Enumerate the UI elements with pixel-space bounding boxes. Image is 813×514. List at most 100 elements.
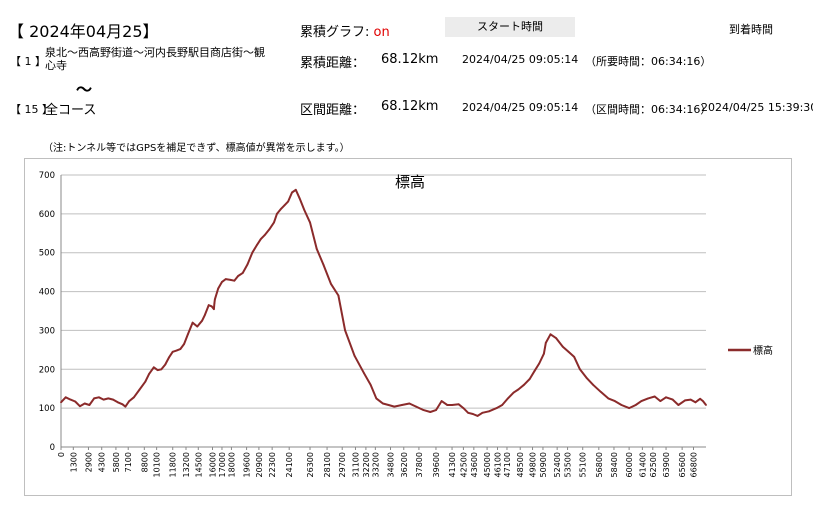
x-tick-label: 4300: [98, 452, 107, 472]
elevation-point: [156, 369, 159, 371]
elevation-point: [369, 383, 372, 386]
elevation-point: [107, 397, 110, 400]
elevation-point: [256, 244, 258, 246]
cumulative-duration: （所要時間：06:34:16）: [585, 55, 712, 68]
elevation-point: [224, 278, 227, 280]
elevation-point: [309, 221, 311, 224]
elevation-point: [83, 402, 86, 405]
x-tick-label: 19600: [243, 452, 252, 477]
segment-name-line1: 泉北～西高野街道～河内長野駅目商店街～観: [45, 46, 265, 59]
elevation-point: [702, 400, 704, 402]
x-tick-label: 11800: [169, 452, 178, 477]
elevation-point: [620, 404, 623, 406]
x-tick-label: 20900: [255, 452, 264, 477]
x-tick-label: 49800: [529, 452, 538, 477]
x-tick-label: 39600: [432, 452, 441, 477]
elevation-point: [168, 356, 170, 359]
elevation-point: [217, 287, 220, 290]
elevation-point: [64, 396, 67, 399]
elevation-point: [677, 404, 680, 406]
elevation-point: [488, 410, 490, 413]
elevation-point: [116, 401, 119, 404]
elevation-point: [517, 388, 520, 391]
elevation-point: [512, 391, 515, 394]
section-distance-value: 68.12km: [381, 99, 439, 114]
elevation-point: [259, 238, 262, 240]
elevation-point: [121, 403, 124, 406]
elevation-point: [196, 325, 199, 328]
elevation-point: [124, 405, 127, 408]
x-tick-label: 52400: [553, 452, 562, 477]
graph-toggle-state[interactable]: on: [373, 25, 390, 40]
elevation-point: [330, 282, 332, 285]
elevation-point: [221, 281, 223, 283]
start-time-header: スタート時間: [445, 17, 575, 37]
elevation-point: [322, 263, 325, 266]
legend: 標高: [728, 344, 773, 357]
elevation-point: [283, 204, 286, 207]
elevation-point: [210, 305, 213, 308]
elevation-point: [171, 350, 174, 353]
x-tick-label: 8800: [140, 452, 149, 472]
segment-number: 【 1 】: [10, 55, 46, 68]
x-tick-label: 16000: [208, 452, 217, 477]
x-tick-label: 32200: [362, 452, 371, 477]
elevation-point: [501, 404, 504, 406]
x-tick-label: 61400: [638, 452, 647, 477]
elevation-point: [138, 388, 141, 391]
elevation-point: [60, 401, 62, 404]
y-tick-label: 400: [39, 288, 55, 298]
elevation-point: [241, 272, 244, 274]
elevation-point: [614, 400, 616, 402]
elevation-point: [472, 413, 474, 415]
x-tick-label: 2900: [84, 452, 93, 472]
x-tick-label: 53500: [564, 452, 573, 477]
y-tick-label: 0: [50, 443, 55, 453]
elevation-point: [263, 234, 266, 237]
elevation-point: [592, 383, 594, 386]
grid-layer: [61, 174, 706, 448]
x-tick-label: 58400: [610, 452, 619, 477]
segment-name-line2: 心寺: [45, 59, 67, 72]
elevation-point: [69, 398, 72, 401]
elevation-point: [549, 333, 552, 336]
elevation-point: [528, 378, 531, 380]
x-tick-label: 66800: [690, 452, 699, 477]
elevation-point: [415, 405, 417, 408]
cumulative-distance-value: 68.12km: [381, 52, 439, 67]
x-tick-label: 31100: [351, 452, 360, 477]
elevation-point: [533, 370, 536, 373]
elevation-point: [251, 251, 254, 254]
elevation-point: [653, 395, 656, 398]
elevation-point: [573, 356, 576, 358]
elevation-point: [276, 213, 278, 215]
elevation-point: [543, 352, 545, 355]
arrival-time-header: 到着時間: [729, 23, 773, 36]
x-tick-label: 46100: [494, 452, 503, 477]
graph-toggle[interactable]: 累積グラフ: on: [300, 21, 390, 40]
elevation-point: [647, 397, 649, 400]
elevation-point: [88, 404, 91, 406]
elevation-point: [315, 247, 318, 250]
elevation-point: [363, 372, 365, 375]
x-tick-label: 29700: [338, 452, 347, 477]
elevation-point: [451, 404, 453, 406]
x-tick-label: 34800: [387, 452, 396, 477]
y-tick-label: 300: [39, 326, 55, 336]
elevation-point: [112, 398, 114, 401]
x-tick-label: 55100: [579, 452, 588, 477]
elevation-line: [60, 188, 707, 417]
elevation-point: [179, 348, 182, 350]
elevation-point: [164, 363, 167, 366]
x-tick-label: 42500: [459, 452, 468, 477]
x-tick-label: 22300: [268, 452, 277, 477]
elevation-point: [462, 407, 465, 409]
x-tick-label: 7100: [124, 452, 133, 472]
cumulative-distance-label: 累積距離：: [300, 56, 366, 71]
elevation-point: [152, 366, 155, 369]
x-tick-label: 17000: [218, 452, 227, 477]
elevation-point: [93, 397, 95, 400]
section-duration: （区間時間：06:34:16）: [585, 103, 712, 116]
elevation-point: [705, 404, 707, 406]
x-tick-label: 33200: [371, 452, 380, 477]
